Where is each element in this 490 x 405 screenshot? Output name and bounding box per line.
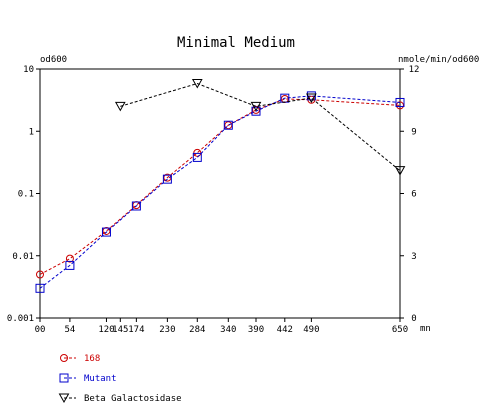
series-line: [39, 98, 401, 275]
x-tick-label: 340: [220, 325, 236, 335]
series-layer: [35, 79, 406, 293]
data-point: [101, 227, 111, 237]
data-point: [114, 101, 126, 112]
data-point: [394, 166, 406, 176]
chart-title: Minimal Medium: [177, 35, 295, 51]
x-tick-label: 120: [98, 325, 114, 335]
series-line: [39, 95, 401, 289]
legend-label: 168: [84, 354, 100, 364]
series-line: [120, 82, 401, 172]
y2-tick-label: 0: [411, 314, 416, 324]
data-point: [36, 270, 44, 279]
x-axis-unit: mn: [420, 324, 431, 334]
x-tick-label: 284: [189, 325, 205, 335]
y2-tick-label: 3: [411, 252, 416, 262]
y-axis-label-left: od600: [40, 55, 67, 65]
legend-marker: [60, 354, 68, 362]
legend-marker: [58, 393, 70, 404]
series-beta-galactosidase: [114, 79, 406, 176]
data-point: [132, 201, 141, 210]
data-point: [65, 260, 75, 270]
x-tick-label: 174: [128, 325, 144, 335]
data-point: [395, 97, 405, 107]
x-tick-label: 00: [35, 325, 46, 335]
data-point: [223, 120, 233, 130]
legend: 168 Mutant Beta Galactosidase: [58, 354, 182, 404]
data-point: [35, 283, 45, 293]
y-tick-label: 0.001: [7, 314, 34, 324]
plot-frame: [39, 68, 401, 319]
data-point: [191, 79, 203, 89]
data-point: [162, 174, 172, 184]
x-tick-label: 390: [248, 325, 264, 335]
x-tick-label: 490: [303, 325, 319, 335]
y-tick-label: 0.1: [18, 190, 34, 200]
x-tick-label: 54: [64, 325, 75, 335]
data-point: [65, 254, 74, 263]
y-tick-label: 10: [23, 65, 34, 75]
y2-tick-label: 9: [411, 127, 416, 137]
x-tick-label: 145: [112, 325, 128, 335]
x-tick-label: 442: [277, 325, 293, 335]
data-point: [193, 148, 202, 157]
x-tick-label: 230: [159, 325, 175, 335]
legend-label: Mutant: [84, 374, 117, 384]
y2-tick-label: 6: [411, 190, 416, 200]
y-tick-label: 0.01: [12, 252, 34, 262]
y2-tick-label: 12: [409, 65, 420, 75]
y-tick-label: 1: [29, 127, 34, 137]
x-tick-label: 650: [392, 325, 408, 335]
legend-marker: [59, 373, 69, 383]
data-point: [251, 106, 261, 116]
legend-label: Beta Galactosidase: [84, 394, 182, 404]
data-point: [192, 152, 202, 162]
data-point: [306, 93, 317, 104]
data-point: [131, 201, 141, 211]
data-point: [250, 101, 262, 112]
series-mutant: [35, 91, 405, 293]
series-168: [36, 94, 404, 279]
y-axis-label-right: nmole/min/od600: [398, 55, 479, 65]
